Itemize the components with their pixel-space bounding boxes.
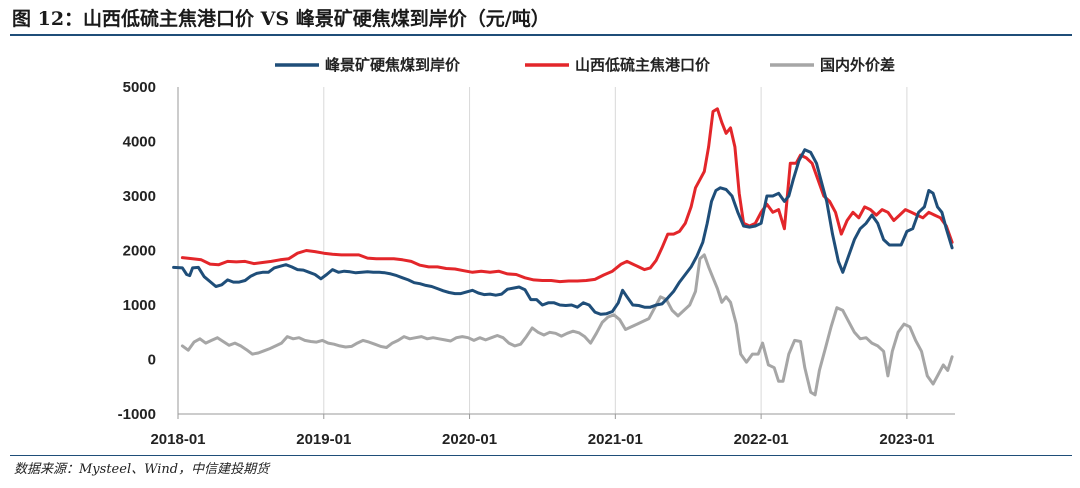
y-tick-label: 4000 (123, 134, 156, 151)
x-tick-label: 2021-01 (588, 431, 643, 448)
y-tick-label: 0 (148, 352, 156, 369)
y-tick-label: 1000 (123, 297, 156, 314)
series-line-spread (180, 253, 954, 397)
axes (177, 87, 955, 415)
chart-title: 图 12：山西低硫主焦港口价 VS 峰景矿硬焦煤到岸价（元/吨） (12, 8, 550, 30)
y-tick-label: 2000 (123, 243, 156, 260)
legend-label-spread: 国内外价差 (820, 56, 895, 74)
y-tick-label: 3000 (123, 188, 156, 205)
legend: 峰景矿硬焦煤到岸价 山西低硫主焦港口价 国内外价差 (275, 56, 895, 74)
series-lines (172, 107, 954, 397)
x-tick-label: 2023-01 (879, 431, 934, 448)
series-line-shanxi (180, 107, 954, 284)
source-divider (10, 455, 1072, 456)
title-divider (10, 34, 1072, 36)
y-tick-label: 5000 (123, 79, 156, 96)
grid-lines (177, 87, 908, 414)
y-axis-ticks: -1000 0 1000 2000 3000 4000 5000 (118, 79, 156, 423)
x-tick-label: 2018-01 (150, 431, 205, 448)
x-tick-label: 2020-01 (442, 431, 497, 448)
x-axis-ticks: 2018-01 2019-01 2020-01 2021-01 2022-01 2023-… (150, 414, 934, 448)
x-tick-label: 2019-01 (296, 431, 351, 448)
series-line-peak (172, 148, 954, 316)
x-tick-label: 2022-01 (734, 431, 789, 448)
legend-label-shanxi: 山西低硫主焦港口价 (575, 56, 711, 74)
legend-label-peak: 峰景矿硬焦煤到岸价 (325, 56, 461, 74)
y-tick-label: -1000 (118, 406, 156, 423)
source-note: 数据来源：Mysteel、Wind，中信建投期货 (14, 462, 270, 477)
